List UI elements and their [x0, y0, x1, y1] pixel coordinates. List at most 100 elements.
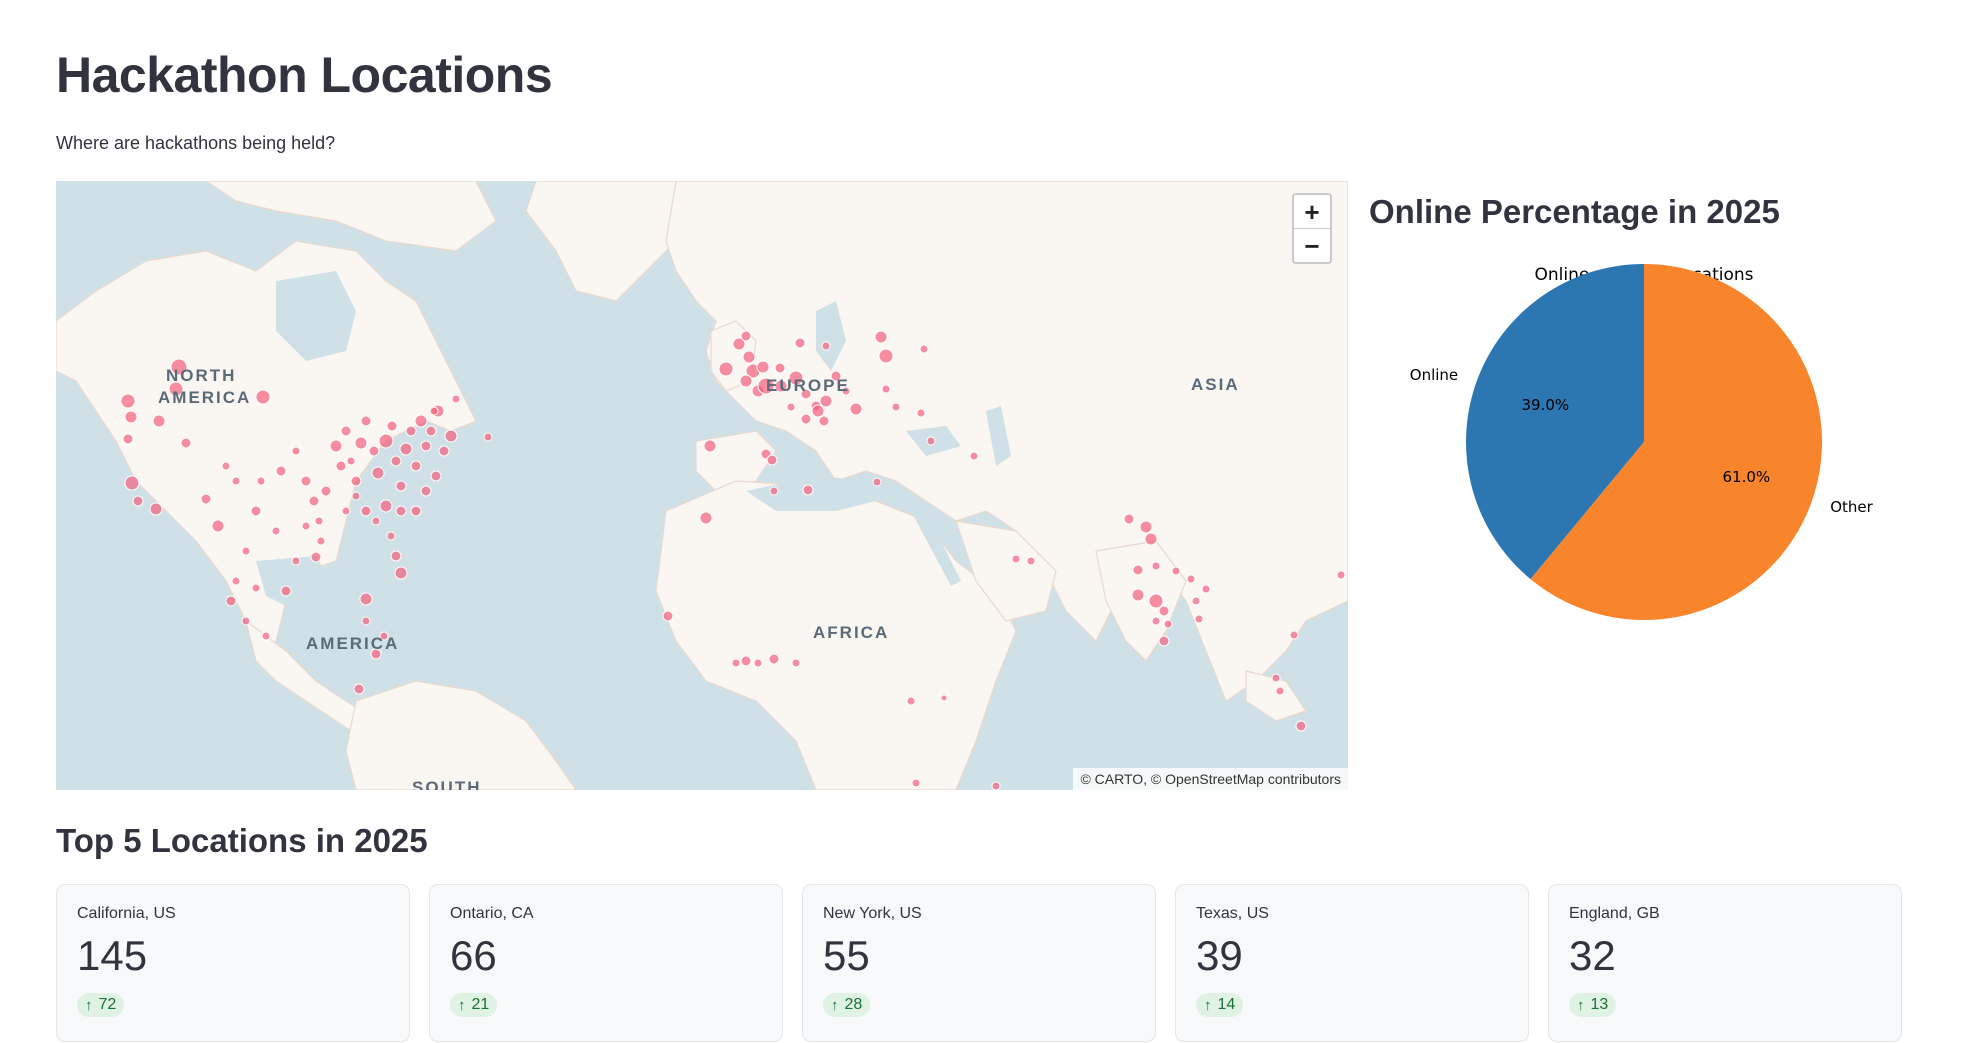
arrow-up-icon: ↑: [831, 996, 839, 1014]
map-marker: [841, 386, 851, 396]
map-marker: [346, 456, 356, 466]
metric-delta: ↑ 28: [823, 993, 871, 1017]
map-marker: [350, 475, 362, 487]
metric-delta-value: 72: [98, 996, 117, 1013]
zoom-in-button[interactable]: +: [1304, 196, 1320, 227]
map-marker: [410, 460, 422, 472]
metric-value: 39: [1196, 932, 1243, 979]
map-marker: [180, 437, 192, 449]
map-marker: [221, 461, 231, 471]
page-subtitle: Where are hackathons being held?: [56, 133, 336, 153]
map-marker: [354, 436, 368, 450]
map-marker: [1271, 673, 1281, 683]
map-region-label: SOUTH: [412, 778, 482, 790]
map-marker: [451, 394, 461, 404]
map-marker: [132, 495, 144, 507]
map-region-label: NORTH: [166, 366, 237, 385]
map-marker: [301, 521, 311, 531]
map-marker: [329, 439, 343, 453]
map-marker: [425, 425, 437, 437]
map-marker: [314, 516, 324, 526]
map-marker: [149, 502, 163, 516]
metric-label: Ontario, CA: [450, 905, 534, 922]
arrow-up-icon: ↑: [85, 996, 93, 1014]
map-marker: [122, 433, 134, 445]
map-marker: [881, 384, 891, 394]
map-marker: [1295, 720, 1307, 732]
map-marker: [916, 408, 926, 418]
metric-delta: ↑ 14: [1196, 993, 1244, 1017]
map-marker: [1011, 554, 1021, 564]
map-marker: [802, 484, 814, 496]
map-marker: [731, 658, 741, 668]
map-marker: [368, 445, 380, 457]
metric-delta-value: 13: [1590, 996, 1609, 1013]
zoom-out-button[interactable]: −: [1294, 228, 1330, 262]
map-marker: [420, 485, 432, 497]
map-marker: [371, 516, 381, 526]
map-marker: [849, 402, 863, 416]
map-marker: [308, 495, 320, 507]
map-marker: [341, 506, 351, 516]
map-marker: [891, 402, 901, 412]
map-marker: [1194, 614, 1204, 624]
map-marker: [769, 486, 779, 496]
metric-delta-value: 21: [471, 996, 490, 1013]
map-marker: [379, 499, 393, 513]
map-marker: [830, 370, 842, 382]
metric-delta-value: 28: [844, 996, 863, 1013]
map-marker: [1158, 635, 1170, 647]
map-canvas[interactable]: [56, 181, 1348, 790]
map-marker: [386, 531, 396, 541]
map-marker: [788, 370, 804, 386]
red-sea: [911, 511, 961, 586]
map-marker: [1148, 593, 1164, 609]
map-marker: [251, 583, 261, 593]
map-marker: [371, 466, 385, 480]
map-marker: [261, 631, 271, 641]
metric-delta: ↑ 72: [77, 993, 125, 1017]
map-marker: [1289, 630, 1299, 640]
map-marker: [1158, 605, 1170, 617]
map-marker: [906, 696, 916, 706]
map-marker: [1026, 556, 1036, 566]
map-region-label: ASIA: [1191, 375, 1240, 394]
metric-label: Texas, US: [1196, 905, 1269, 922]
map-marker: [483, 432, 493, 442]
map-marker: [316, 536, 326, 546]
map-marker: [361, 616, 371, 626]
map-marker: [310, 551, 322, 563]
metric-value: 145: [77, 932, 148, 979]
map-region-label: EUROPE: [766, 376, 850, 395]
map-marker: [420, 440, 432, 452]
hackathon-map[interactable]: NORTH AMERICA EUROPE ASIA AFRICA AMERICA…: [56, 181, 1348, 790]
land-arctic-islands: [204, 181, 497, 252]
page-title: Hackathon Locations: [56, 47, 553, 103]
map-marker: [250, 505, 262, 517]
map-marker: [878, 348, 894, 364]
pie-section-heading: Online Percentage in 2025: [1369, 193, 1780, 230]
map-marker: [1275, 686, 1285, 696]
online-pie-chart: Online vs Other Locations Online Other 3…: [1369, 255, 1949, 695]
map-marker: [386, 420, 398, 432]
map-marker: [768, 653, 780, 665]
map-marker: [225, 595, 237, 607]
top-locations-heading: Top 5 Locations in 2025: [56, 822, 428, 859]
map-marker: [291, 556, 301, 566]
map-marker: [360, 505, 372, 517]
map-attribution[interactable]: © CARTO, © OpenStreetMap contributors: [1073, 768, 1348, 790]
land-north-america: [56, 240, 477, 652]
map-marker: [821, 341, 831, 351]
map-marker: [353, 683, 365, 695]
map-marker: [911, 778, 921, 788]
pie-slice-online: [1466, 264, 1644, 580]
metric-value: 66: [450, 932, 497, 979]
map-marker: [753, 658, 763, 668]
land-arabia: [955, 520, 1057, 622]
map-marker: [429, 406, 439, 416]
map-marker: [756, 360, 770, 374]
metric-card: California, US 145 ↑ 72: [56, 884, 410, 1042]
map-marker: [1336, 570, 1346, 580]
map-marker: [255, 389, 271, 405]
map-marker: [818, 415, 830, 427]
